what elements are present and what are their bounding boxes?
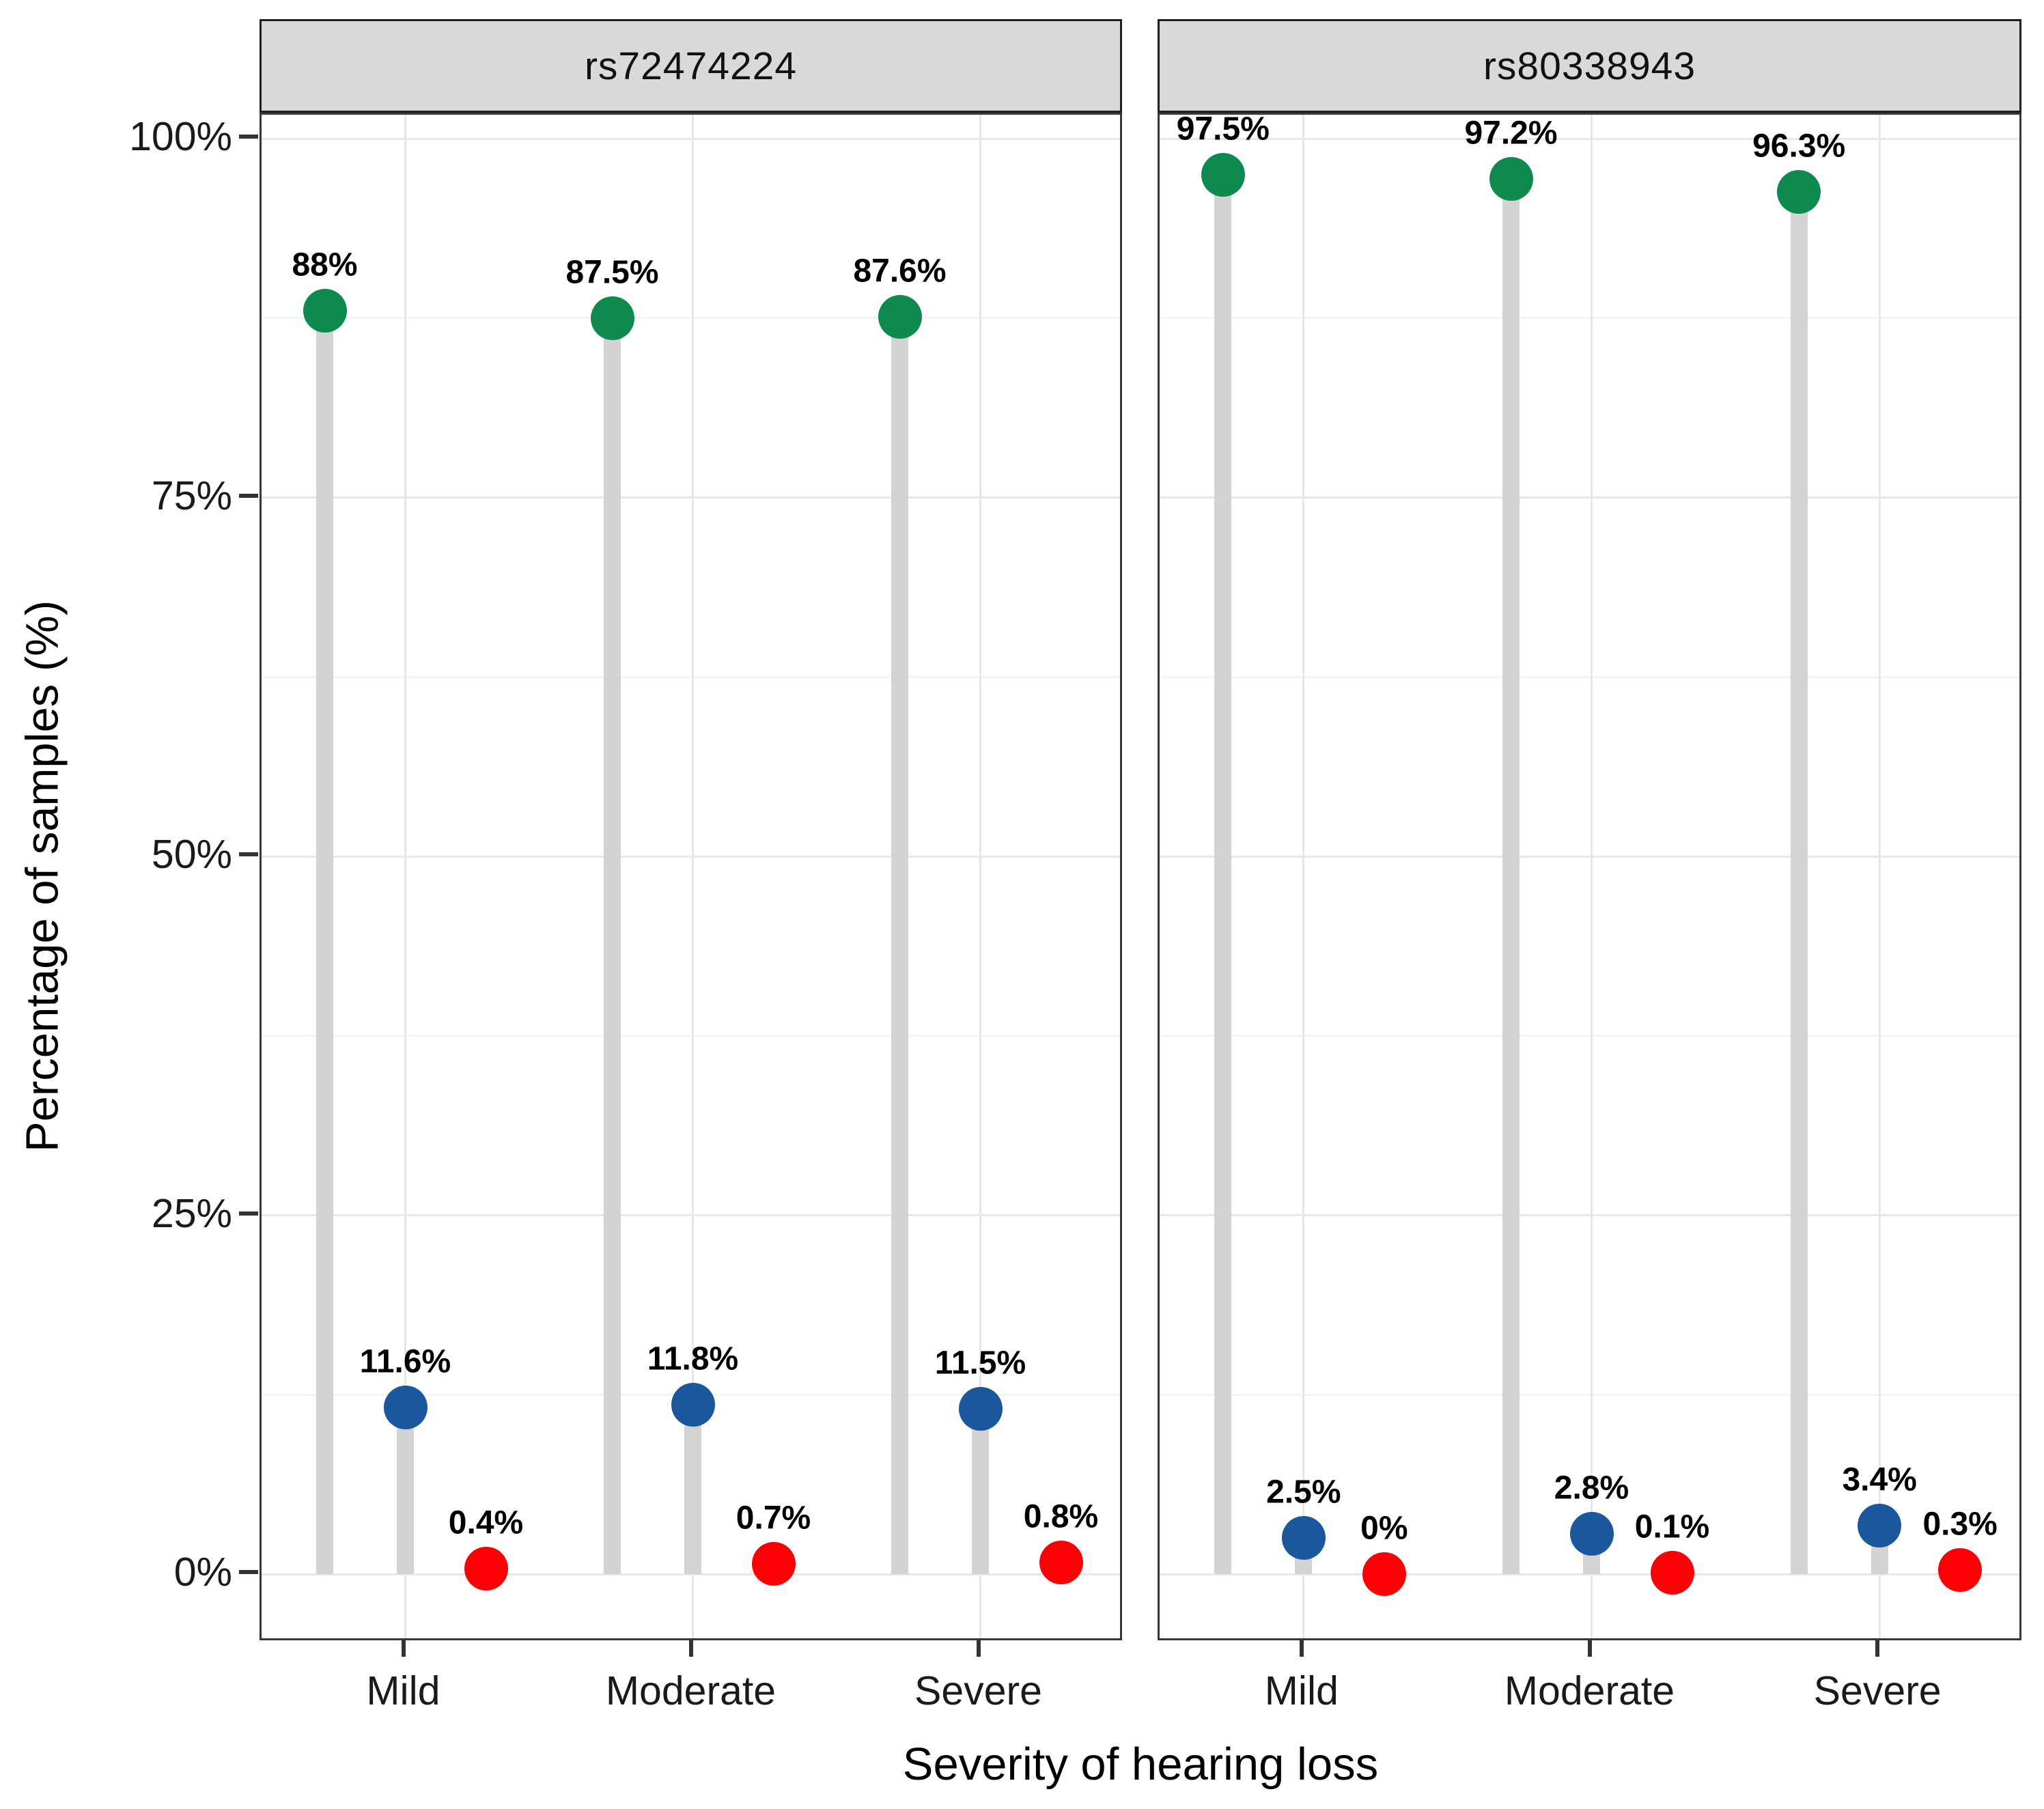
- value-label: 0%: [1360, 1510, 1408, 1547]
- lollipop-stem: [397, 1407, 414, 1574]
- red-point-series: [1362, 1552, 1406, 1596]
- blue-point-series: [958, 1387, 1003, 1431]
- category-gridline: [692, 115, 694, 1638]
- major-gridline: [1160, 1573, 2019, 1575]
- green-point-series: [1201, 152, 1245, 197]
- blue-point-series: [383, 1386, 428, 1430]
- lollipop-stem: [1502, 178, 1520, 1574]
- value-label: 87.6%: [853, 253, 947, 290]
- lollipop-stem: [972, 1409, 989, 1574]
- value-label: 87.5%: [565, 254, 659, 291]
- lollipop-stem: [1790, 191, 1808, 1574]
- y-tick-label: 75%: [151, 473, 232, 518]
- blue-point-series: [1281, 1516, 1326, 1560]
- value-label: 96.3%: [1752, 128, 1846, 165]
- value-label: 0.1%: [1634, 1509, 1710, 1545]
- facet-strip: rs72474224: [260, 19, 1122, 113]
- x-tick-mark: [401, 1640, 406, 1657]
- red-point-series: [464, 1546, 508, 1590]
- blue-point-series: [1858, 1503, 1902, 1547]
- x-tick-label: Severe: [914, 1668, 1042, 1713]
- x-tick-mark: [1299, 1640, 1304, 1657]
- facet-strip-label: rs80338943: [1483, 44, 1696, 88]
- value-label: 97.2%: [1464, 115, 1558, 152]
- facet-panel: 88% 87.5% 87.6% 11.6% 11.8% 11.5% 0.4% 0.7% 0.8%: [260, 113, 1122, 1640]
- blue-point-series: [671, 1382, 715, 1427]
- y-tick-label: 100%: [129, 114, 232, 159]
- minor-gridline: [1160, 1035, 2019, 1037]
- value-label: 0.3%: [1922, 1506, 1998, 1543]
- facet-strip: rs80338943: [1158, 19, 2021, 113]
- red-point-series: [1650, 1550, 1694, 1595]
- value-label: 0.4%: [448, 1504, 524, 1541]
- blue-point-series: [1569, 1512, 1614, 1556]
- minor-gridline: [1160, 317, 2019, 320]
- category-gridline: [404, 115, 406, 1638]
- value-label: 88%: [292, 247, 358, 283]
- value-label: 0.7%: [736, 1500, 811, 1537]
- y-tick-mark: [239, 1211, 258, 1216]
- value-label: 0.8%: [1023, 1498, 1099, 1535]
- value-label: 11.6%: [359, 1343, 451, 1380]
- y-tick-mark: [239, 135, 258, 139]
- y-tick-label: 50%: [151, 832, 232, 877]
- lollipop-stem: [891, 316, 908, 1574]
- green-point-series: [303, 289, 347, 333]
- major-gridline: [262, 496, 1120, 499]
- minor-gridline: [1160, 1393, 2019, 1396]
- x-tick-label: Severe: [1813, 1668, 1942, 1713]
- green-point-series: [1489, 156, 1533, 201]
- lollipop-stem: [316, 311, 333, 1574]
- value-label: 3.4%: [1842, 1461, 1917, 1498]
- major-gridline: [1160, 1214, 2019, 1216]
- major-gridline: [262, 855, 1120, 858]
- minor-gridline: [262, 675, 1120, 678]
- value-label: 2.8%: [1554, 1470, 1629, 1506]
- value-label: 11.8%: [647, 1341, 739, 1377]
- minor-gridline: [262, 317, 1120, 320]
- lollipop-stem: [604, 318, 621, 1574]
- major-gridline: [1160, 137, 2019, 140]
- green-point-series: [590, 296, 634, 340]
- x-tick-mark: [1587, 1640, 1592, 1657]
- x-tick-mark: [976, 1640, 981, 1657]
- major-gridline: [1160, 855, 2019, 858]
- y-tick-mark: [239, 852, 258, 856]
- facet-panel: 97.5% 97.2% 96.3% 2.5% 2.8% 3.4% 0% 0.1% 0.3%: [1158, 111, 2021, 1640]
- lollipop-stem: [1214, 174, 1232, 1574]
- value-label: 97.5%: [1176, 111, 1270, 148]
- category-gridline: [1591, 115, 1593, 1638]
- minor-gridline: [1160, 675, 2019, 678]
- major-gridline: [1160, 496, 2019, 499]
- major-gridline: [262, 1214, 1120, 1216]
- green-point-series: [1777, 169, 1821, 214]
- x-tick-mark: [688, 1640, 693, 1657]
- facet-strip-label: rs72474224: [584, 44, 798, 88]
- x-tick-label: Mild: [1264, 1668, 1339, 1713]
- category-gridline: [1302, 115, 1305, 1638]
- red-point-series: [1938, 1547, 1983, 1592]
- red-point-series: [751, 1542, 796, 1586]
- x-axis-title: Severity of hearing loss: [902, 1739, 1379, 1790]
- x-tick-label: Moderate: [605, 1668, 776, 1713]
- x-tick-label: Moderate: [1504, 1668, 1675, 1713]
- y-axis-title: Percentage of samples (%): [16, 600, 68, 1153]
- y-tick-mark: [239, 1570, 258, 1574]
- x-tick-label: Mild: [366, 1668, 440, 1713]
- major-gridline: [262, 1573, 1120, 1575]
- red-point-series: [1039, 1541, 1083, 1585]
- lollipop-stem: [684, 1404, 701, 1574]
- minor-gridline: [262, 1035, 1120, 1037]
- green-point-series: [878, 294, 922, 339]
- value-label: 11.5%: [934, 1345, 1026, 1382]
- y-tick-label: 0%: [173, 1549, 232, 1595]
- x-tick-mark: [1875, 1640, 1880, 1657]
- major-gridline: [262, 137, 1120, 140]
- category-gridline: [1878, 115, 1881, 1638]
- y-tick-mark: [239, 493, 258, 498]
- y-tick-label: 25%: [151, 1190, 232, 1236]
- category-gridline: [979, 115, 981, 1638]
- value-label: 2.5%: [1266, 1474, 1341, 1511]
